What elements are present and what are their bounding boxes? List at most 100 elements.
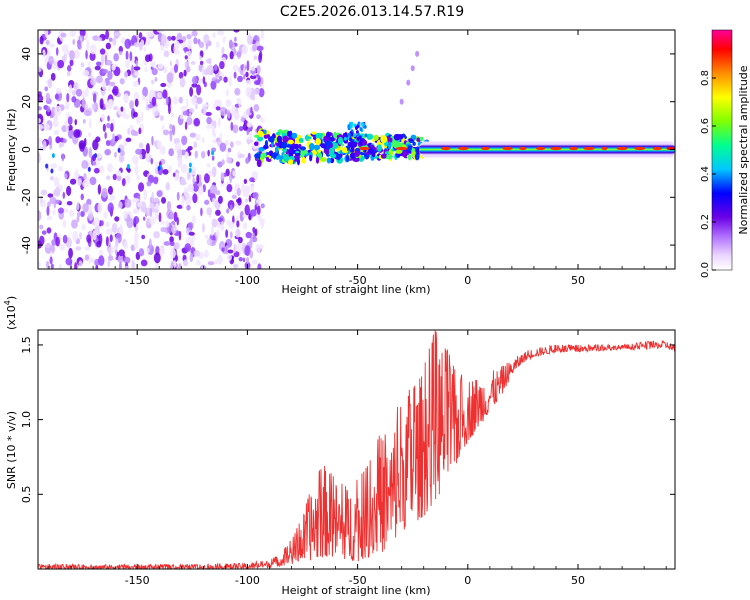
noise-blob	[254, 204, 258, 211]
noise-blob	[105, 30, 110, 40]
noise-blob	[186, 39, 193, 50]
noise-blob	[105, 228, 113, 235]
noise-blob	[217, 217, 224, 222]
transition-blob	[282, 147, 287, 153]
noise-blob	[134, 98, 139, 107]
noise-blob	[42, 49, 46, 58]
noise-blob	[61, 44, 69, 53]
noise-blob	[235, 228, 241, 238]
noise-blob	[237, 197, 242, 206]
spur-blob	[347, 124, 351, 129]
noise-blob	[191, 96, 197, 104]
noise-blob	[38, 261, 41, 268]
noise-blob	[76, 201, 80, 211]
noise-blob	[42, 140, 47, 150]
noise-blob	[43, 123, 51, 131]
spur-blob	[354, 125, 358, 130]
noise-blob	[169, 131, 173, 142]
noise-blob	[184, 243, 191, 252]
noise-blob	[162, 89, 168, 99]
noise-blob	[52, 120, 59, 128]
noise-blob	[124, 265, 129, 269]
noise-blob	[135, 115, 142, 124]
transition-blob	[294, 152, 301, 157]
noise-blob	[69, 30, 77, 38]
noise-blob	[170, 112, 175, 119]
spectrogram-heatmap	[38, 30, 675, 269]
spur-blob	[347, 132, 351, 137]
noise-blob	[221, 46, 225, 55]
noise-blob	[176, 191, 180, 201]
noise-blob	[179, 180, 187, 186]
transition-blob	[384, 151, 390, 155]
transition-blob	[317, 149, 322, 153]
noise-blob	[50, 263, 54, 269]
noise-blob	[99, 48, 106, 55]
noise-blob	[80, 193, 84, 201]
transition-blob	[315, 156, 320, 164]
noise-blob	[256, 64, 261, 75]
noise-blob	[219, 181, 225, 187]
noise-blob	[156, 190, 163, 197]
noise-blob	[81, 97, 86, 109]
noise-blob	[250, 106, 253, 114]
noise-blob	[88, 132, 92, 138]
transition-blob	[330, 153, 337, 159]
noise-blob	[114, 216, 120, 222]
noise-blob	[171, 35, 176, 41]
noise-blob	[135, 148, 143, 155]
noise-blob	[231, 194, 237, 199]
noise-blob	[38, 118, 41, 124]
noise-blob	[232, 124, 239, 134]
noise-blob	[245, 198, 249, 203]
multiplier-base: (x10	[5, 305, 18, 330]
noise-blob	[71, 89, 77, 96]
noise-blob	[135, 60, 139, 67]
noise-blob	[134, 231, 139, 243]
noise-blob	[45, 260, 50, 269]
noise-blob	[124, 38, 132, 49]
noise-blob	[133, 80, 139, 88]
noise-blob	[191, 215, 196, 224]
noise-blob	[107, 185, 114, 195]
signal-peak	[616, 146, 628, 151]
noise-blob	[106, 175, 111, 180]
snr-x-tick-label: -150	[125, 574, 150, 587]
noise-blob	[169, 60, 173, 67]
noise-blob	[105, 59, 113, 66]
spectrogram-y-tick-label: 40	[20, 47, 33, 61]
noise-blob	[162, 168, 169, 175]
noise-blob	[223, 76, 228, 83]
noise-blob	[116, 174, 122, 182]
noise-blob	[169, 212, 174, 220]
noise-speck	[188, 162, 192, 168]
noise-blob	[41, 230, 47, 235]
transition-blob	[305, 136, 312, 140]
noise-blob	[104, 148, 111, 156]
noise-blob	[181, 197, 185, 209]
transition-blob	[282, 135, 289, 143]
noise-blob	[249, 250, 254, 259]
noise-blob	[127, 167, 131, 173]
noise-blob	[192, 176, 195, 185]
noise-blob	[236, 187, 241, 197]
noise-blob	[97, 202, 103, 214]
transition-blob	[419, 136, 424, 142]
noise-blob	[77, 39, 82, 50]
noise-blob	[62, 234, 68, 244]
noise-blob	[147, 103, 154, 109]
noise-blob	[212, 32, 216, 39]
noise-blob	[137, 202, 142, 208]
spectrogram-y-label: Frequency (Hz)	[5, 109, 18, 192]
noise-blob	[90, 77, 97, 86]
noise-blob	[115, 170, 122, 176]
signal-peak	[519, 146, 527, 151]
noise-blob	[38, 124, 44, 130]
noise-blob	[72, 39, 76, 46]
noise-blob	[245, 256, 250, 264]
noise-blob	[181, 135, 188, 146]
noise-blob	[229, 204, 233, 211]
noise-blob	[204, 199, 210, 205]
noise-blob	[244, 245, 251, 257]
noise-blob	[118, 51, 123, 56]
